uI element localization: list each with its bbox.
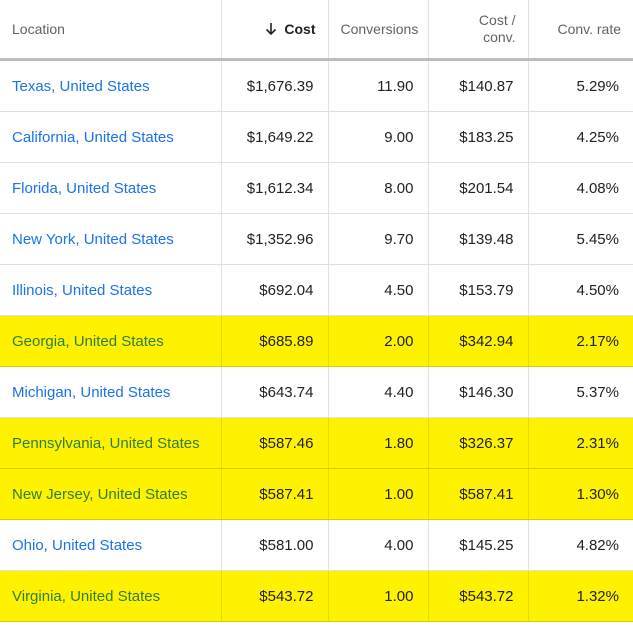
table-row: Virginia, United States $543.72 1.00 $543.7… <box>0 570 633 622</box>
conv-rate-cell: 5.29% <box>528 59 633 112</box>
table-row: Ohio, United States $581.00 4.00 $145.25 4.8… <box>0 519 633 571</box>
conv-rate-cell: 1.32% <box>528 570 633 622</box>
cost-per-conv-cell: $183.25 <box>428 111 529 163</box>
location-link[interactable]: Michigan, United States <box>0 366 222 418</box>
column-header-cost[interactable]: Cost <box>221 0 329 61</box>
table-row: Texas, United States $1,676.39 11.90 $140.8… <box>0 59 633 112</box>
conversions-cell: 8.00 <box>328 162 429 214</box>
cost-cell: $1,649.22 <box>221 111 329 163</box>
cost-per-conv-cell: $140.87 <box>428 59 529 112</box>
cost-cell: $1,612.34 <box>221 162 329 214</box>
conversions-cell: 2.00 <box>328 315 429 367</box>
location-link[interactable]: Texas, United States <box>0 59 222 112</box>
table-row: Florida, United States $1,612.34 8.00 $201.… <box>0 162 633 214</box>
conv-rate-cell: 4.82% <box>528 519 633 571</box>
conv-rate-cell: 2.31% <box>528 417 633 469</box>
location-link[interactable]: Illinois, United States <box>0 264 222 316</box>
conversions-cell: 4.40 <box>328 366 429 418</box>
cost-per-conv-cell: $153.79 <box>428 264 529 316</box>
location-link[interactable]: Florida, United States <box>0 162 222 214</box>
conversions-cell: 11.90 <box>328 59 429 112</box>
cost-cell: $587.41 <box>221 468 329 520</box>
cost-per-conv-cell: $342.94 <box>428 315 529 367</box>
conv-rate-cell: 5.45% <box>528 213 633 265</box>
cost-per-conv-cell: $146.30 <box>428 366 529 418</box>
conversions-cell: 9.00 <box>328 111 429 163</box>
cost-cell: $581.00 <box>221 519 329 571</box>
cost-cell: $692.04 <box>221 264 329 316</box>
table-row: Illinois, United States $692.04 4.50 $153.7… <box>0 264 633 316</box>
location-link[interactable]: New York, United States <box>0 213 222 265</box>
column-header-label: Conv. rate <box>557 21 621 37</box>
cost-per-conv-cell: $543.72 <box>428 570 529 622</box>
conversions-cell: 1.00 <box>328 570 429 622</box>
location-link[interactable]: New Jersey, United States <box>0 468 222 520</box>
location-link[interactable]: Pennsylvania, United States <box>0 417 222 469</box>
header-row: Location Cost Conversions Cost / conv. C… <box>0 0 633 61</box>
table-row: New York, United States $1,352.96 9.70 $139… <box>0 213 633 265</box>
conv-rate-cell: 5.37% <box>528 366 633 418</box>
column-header-label: Cost / conv. <box>479 12 516 46</box>
conversions-cell: 4.50 <box>328 264 429 316</box>
cost-cell: $1,352.96 <box>221 213 329 265</box>
column-header-label: Location <box>12 21 65 37</box>
conversions-cell: 1.00 <box>328 468 429 520</box>
column-header-conv-rate[interactable]: Conv. rate <box>528 0 633 61</box>
table-row: Pennsylvania, United States $587.46 1.80 $3… <box>0 417 633 469</box>
conv-rate-cell: 4.08% <box>528 162 633 214</box>
column-header-cost-per-conv[interactable]: Cost / conv. <box>428 0 529 61</box>
cost-cell: $685.89 <box>221 315 329 367</box>
cost-cell: $1,676.39 <box>221 59 329 112</box>
conversions-cell: 1.80 <box>328 417 429 469</box>
column-header-label-line1: Cost / <box>478 12 516 28</box>
cost-cell: $587.46 <box>221 417 329 469</box>
conversions-cell: 9.70 <box>328 213 429 265</box>
column-header-label-line2: conv. <box>483 29 516 45</box>
column-header-location[interactable]: Location <box>0 0 222 61</box>
conversions-cell: 4.00 <box>328 519 429 571</box>
conv-rate-cell: 1.30% <box>528 468 633 520</box>
table-row: California, United States $1,649.22 9.00 $1… <box>0 111 633 163</box>
cost-per-conv-cell: $201.54 <box>428 162 529 214</box>
location-link[interactable]: Georgia, United States <box>0 315 222 367</box>
column-header-conversions[interactable]: Conversions <box>328 0 429 61</box>
conv-rate-cell: 4.50% <box>528 264 633 316</box>
location-link[interactable]: Ohio, United States <box>0 519 222 571</box>
table-row: Georgia, United States $685.89 2.00 $342.94… <box>0 315 633 367</box>
cost-cell: $543.72 <box>221 570 329 622</box>
conv-rate-cell: 4.25% <box>528 111 633 163</box>
location-link[interactable]: Virginia, United States <box>0 570 222 622</box>
arrow-down-icon <box>266 23 277 36</box>
cost-cell: $643.74 <box>221 366 329 418</box>
conv-rate-cell: 2.17% <box>528 315 633 367</box>
table-body: Texas, United States $1,676.39 11.90 $140.8… <box>0 59 633 622</box>
location-link[interactable]: California, United States <box>0 111 222 163</box>
cost-per-conv-cell: $326.37 <box>428 417 529 469</box>
column-header-label: Cost <box>284 21 316 37</box>
cost-per-conv-cell: $587.41 <box>428 468 529 520</box>
cost-per-conv-cell: $139.48 <box>428 213 529 265</box>
table-row: New Jersey, United States $587.41 1.00 $587… <box>0 468 633 520</box>
table-row: Michigan, United States $643.74 4.40 $146.3… <box>0 366 633 418</box>
cost-per-conv-cell: $145.25 <box>428 519 529 571</box>
column-header-label: Conversions <box>340 21 419 37</box>
